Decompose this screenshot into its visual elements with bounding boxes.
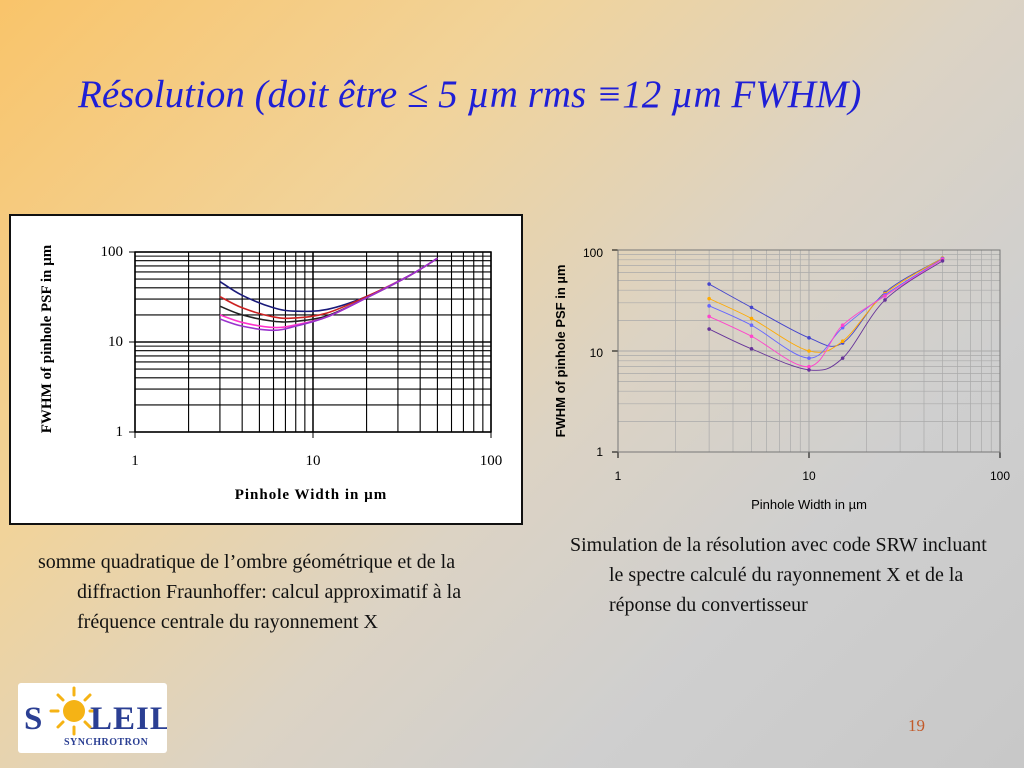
right-series-5-point <box>749 347 754 351</box>
right-x-tick-100: 100 <box>990 469 1010 483</box>
right-series-4-point <box>707 314 711 319</box>
right-series-3-line <box>708 258 943 359</box>
right-series-5-point <box>707 327 711 331</box>
right-series-1-point <box>749 305 754 310</box>
right-y-tick-10: 10 <box>590 346 604 360</box>
left-y-axis-label: FWHM of pinhole PSF in µm <box>39 244 55 433</box>
right-caption: Simulation de la résolution avec code SR… <box>570 530 990 620</box>
left-chart-panel: 100 10 1 1 10 100 Pinhole Width in µm FW… <box>9 214 523 525</box>
right-series-3-point <box>840 325 845 330</box>
right-series-2-point <box>749 316 754 321</box>
right-series-3-point <box>707 304 711 308</box>
right-x-tick-10: 10 <box>802 469 816 483</box>
right-y-axis-label: FWHM of pinhole PSF in µm <box>553 265 568 438</box>
left-x-tick-10: 10 <box>306 453 321 469</box>
left-y-tick-10: 10 <box>108 334 123 350</box>
soleil-logo-graphic: S LEIL SYNCHROTRON <box>24 686 172 748</box>
right-series-4-point <box>749 334 754 339</box>
right-series-5-point <box>940 259 945 263</box>
right-x-axis-label: Pinhole Width in µm <box>751 497 867 512</box>
right-series-4-point <box>807 364 811 369</box>
left-caption-text: somme quadratique de l’ombre géométrique… <box>38 551 462 633</box>
right-series-4-line <box>708 258 943 368</box>
right-series-5-line <box>708 260 943 371</box>
right-series-2-point <box>840 339 845 344</box>
svg-text:S: S <box>24 701 42 737</box>
left-y-tick-100: 100 <box>101 244 124 260</box>
slide-title: Résolution (doit être ≤ 5 µm rms ≡12 µm … <box>78 73 862 116</box>
right-caption-text: Simulation de la résolution avec code SR… <box>570 534 987 616</box>
right-series-4-point <box>840 323 845 328</box>
svg-text:SYNCHROTRON: SYNCHROTRON <box>64 737 149 748</box>
right-series-5-point <box>883 298 887 302</box>
right-x-tick-1: 1 <box>615 469 622 483</box>
right-series-4-point <box>883 294 887 298</box>
right-chart: 100 10 1 1 10 100 Pinhole Width in µm FW… <box>553 246 1010 512</box>
left-series-5-line <box>219 257 438 332</box>
soleil-logo: S LEIL SYNCHROTRON <box>18 683 172 753</box>
left-x-tick-100: 100 <box>480 453 503 469</box>
right-series-1-line <box>708 257 943 347</box>
right-chart-panel: 100 10 1 1 10 100 Pinhole Width in µm FW… <box>545 234 1015 524</box>
right-series-1-point <box>807 336 811 340</box>
svg-text:LEIL: LEIL <box>90 701 167 737</box>
right-series-3-point <box>749 323 754 328</box>
left-caption: somme quadratique de l’ombre géométrique… <box>38 547 478 637</box>
right-series-2-point <box>807 349 811 353</box>
right-y-tick-1: 1 <box>596 445 603 459</box>
right-series-1-point <box>707 282 711 286</box>
left-y-tick-1: 1 <box>116 424 124 440</box>
right-series-5-point <box>840 356 845 360</box>
left-x-tick-1: 1 <box>131 453 139 469</box>
left-x-axis-label: Pinhole Width in µm <box>235 487 388 503</box>
slide-number: 19 <box>908 716 925 735</box>
right-series-5-point <box>807 368 811 372</box>
right-series-3-point <box>807 356 811 360</box>
left-chart: 100 10 1 1 10 100 Pinhole Width in µm FW… <box>39 244 503 503</box>
right-y-tick-100: 100 <box>583 246 603 260</box>
sun-icon <box>49 686 99 736</box>
right-series-2-point <box>707 296 711 301</box>
